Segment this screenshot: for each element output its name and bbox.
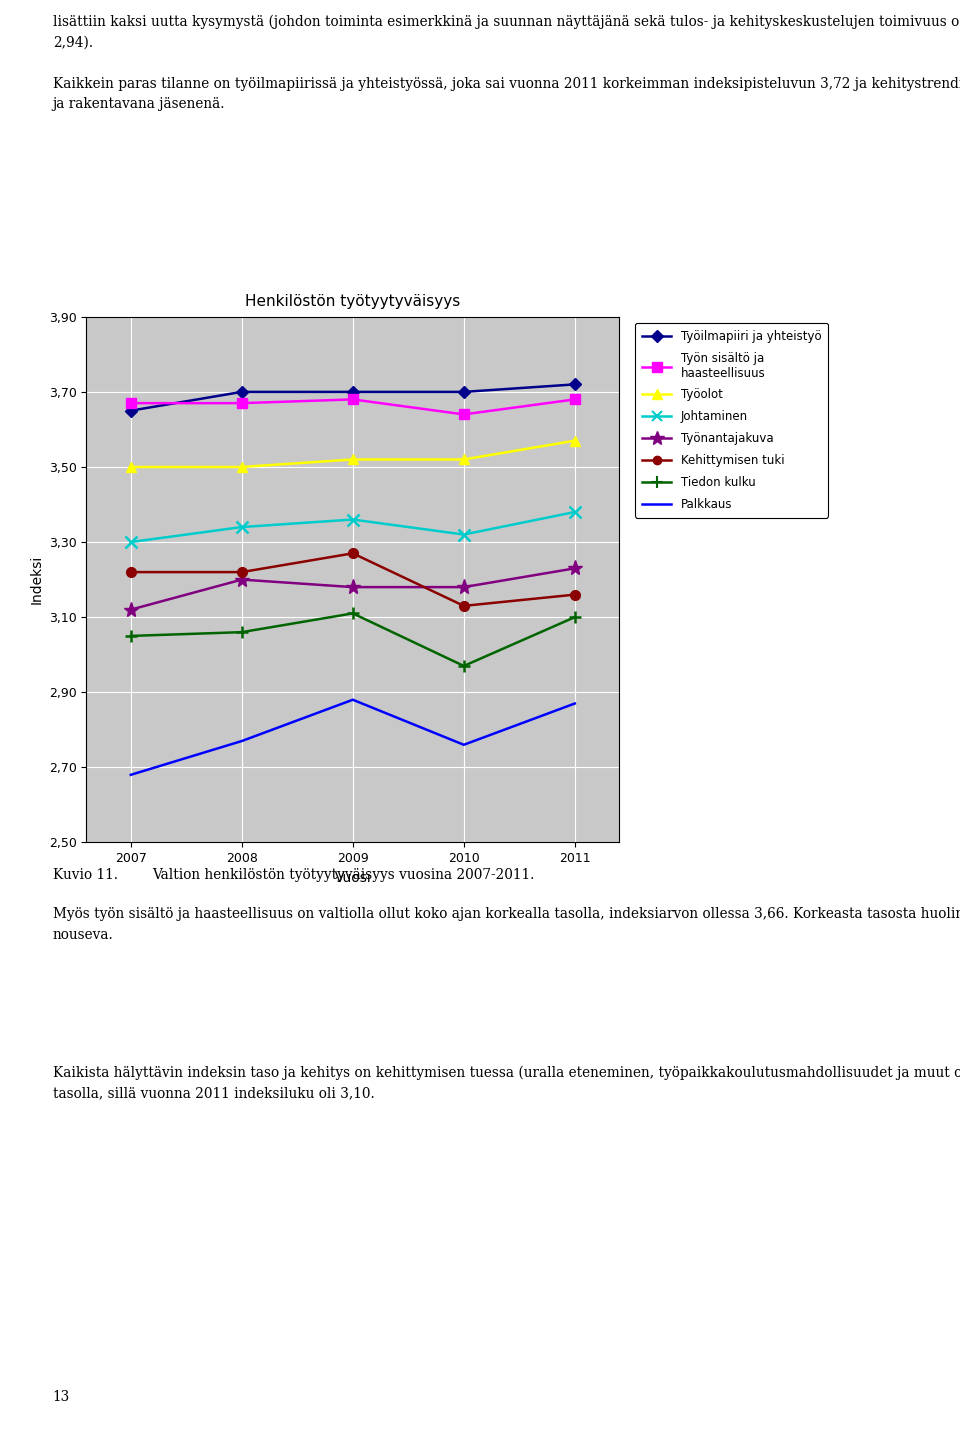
Line: Johtaminen: Johtaminen (125, 507, 581, 547)
Kehittymisen tuki (458, 598, 469, 615)
Johtaminen (348, 511, 359, 528)
Tiedon kulku (125, 628, 136, 645)
Line: Työn sisältö ja
haasteellisuus: Työn sisältö ja haasteellisuus (126, 395, 580, 419)
Työilmapiiri ja yhteistyö (236, 383, 248, 400)
Työn sisältö ja
haasteellisuus (569, 390, 581, 408)
Palkkaus (348, 691, 359, 708)
Kehittymisen tuki (569, 586, 581, 603)
Tiedon kulku (348, 605, 359, 622)
Työolot (348, 451, 359, 468)
Työilmapiiri ja yhteistyö (569, 376, 581, 393)
Työilmapiiri ja yhteistyö (458, 383, 469, 400)
Työolot (125, 458, 136, 475)
Palkkaus (236, 733, 248, 750)
Tiedon kulku (458, 657, 469, 674)
Kehittymisen tuki (236, 563, 248, 580)
Text: Kaikista hälyttävin indeksin taso ja kehitys on kehittymisen tuessa (uralla eten: Kaikista hälyttävin indeksin taso ja keh… (53, 1066, 960, 1100)
Title: Henkilöstön työtyytyväisyys: Henkilöstön työtyytyväisyys (245, 294, 461, 308)
Työilmapiiri ja yhteistyö (125, 402, 136, 419)
Text: Myös työn sisältö ja haasteellisuus on valtiolla ollut koko ajan korkealla tasol: Myös työn sisältö ja haasteellisuus on v… (53, 907, 960, 942)
Työilmapiiri ja yhteistyö (348, 383, 359, 400)
Text: Kuvio 11.: Kuvio 11. (53, 868, 118, 881)
Johtaminen (458, 526, 469, 543)
Työnantajakuva (458, 579, 469, 596)
X-axis label: Vuosi: Vuosi (334, 871, 372, 884)
Text: 13: 13 (53, 1390, 70, 1404)
Työnantajakuva (236, 570, 248, 588)
Text: lisättiin kaksi uutta kysymystä (johdon toiminta esimerkkinä ja suunnan näyttäjä: lisättiin kaksi uutta kysymystä (johdon … (53, 14, 960, 111)
Kehittymisen tuki (125, 563, 136, 580)
Text: Valtion henkilöstön työtyytyväisyys vuosina 2007-2011.: Valtion henkilöstön työtyytyväisyys vuos… (153, 868, 535, 881)
Tiedon kulku (236, 624, 248, 641)
Johtaminen (569, 504, 581, 521)
Työnantajakuva (125, 600, 136, 618)
Palkkaus (125, 766, 136, 783)
Työn sisältö ja
haasteellisuus (236, 395, 248, 412)
Kehittymisen tuki (348, 544, 359, 562)
Työn sisältö ja
haasteellisuus (348, 390, 359, 408)
Työolot (458, 451, 469, 468)
Legend: Työilmapiiri ja yhteistyö, Työn sisältö ja
haasteellisuus, Työolot, Johtaminen, : Työilmapiiri ja yhteistyö, Työn sisältö … (635, 323, 828, 518)
Työnantajakuva (569, 560, 581, 577)
Line: Työnantajakuva: Työnantajakuva (123, 560, 583, 618)
Työolot (569, 432, 581, 449)
Palkkaus (569, 696, 581, 713)
Työn sisältö ja
haasteellisuus (125, 395, 136, 412)
Line: Palkkaus: Palkkaus (131, 700, 575, 775)
Line: Työilmapiiri ja yhteistyö: Työilmapiiri ja yhteistyö (127, 380, 579, 415)
Työn sisältö ja
haasteellisuus (458, 406, 469, 423)
Tiedon kulku (569, 609, 581, 626)
Palkkaus (458, 736, 469, 753)
Johtaminen (125, 533, 136, 550)
Line: Kehittymisen tuki: Kehittymisen tuki (126, 549, 580, 611)
Työolot (236, 458, 248, 475)
Työnantajakuva (348, 579, 359, 596)
Line: Tiedon kulku: Tiedon kulku (125, 608, 581, 672)
Y-axis label: Indeksi: Indeksi (29, 554, 43, 605)
Line: Työolot: Työolot (126, 436, 580, 472)
Johtaminen (236, 518, 248, 536)
